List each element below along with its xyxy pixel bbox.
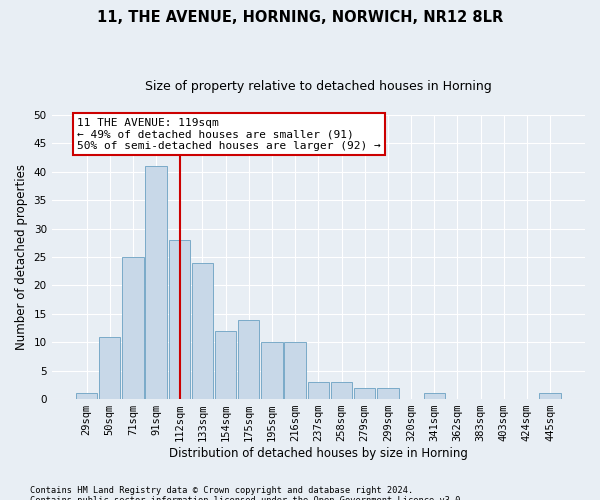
Title: Size of property relative to detached houses in Horning: Size of property relative to detached ho…	[145, 80, 492, 93]
Text: Contains public sector information licensed under the Open Government Licence v3: Contains public sector information licen…	[30, 496, 466, 500]
Bar	[377, 388, 398, 399]
Bar	[331, 382, 352, 399]
Y-axis label: Number of detached properties: Number of detached properties	[15, 164, 28, 350]
Text: Contains HM Land Registry data © Crown copyright and database right 2024.: Contains HM Land Registry data © Crown c…	[30, 486, 413, 495]
Bar	[145, 166, 167, 399]
Bar	[238, 320, 259, 399]
Bar	[262, 342, 283, 399]
Text: 11, THE AVENUE, HORNING, NORWICH, NR12 8LR: 11, THE AVENUE, HORNING, NORWICH, NR12 8…	[97, 10, 503, 25]
Text: 11 THE AVENUE: 119sqm
← 49% of detached houses are smaller (91)
50% of semi-deta: 11 THE AVENUE: 119sqm ← 49% of detached …	[77, 118, 381, 151]
Bar	[308, 382, 329, 399]
Bar	[424, 394, 445, 399]
Bar	[539, 394, 561, 399]
X-axis label: Distribution of detached houses by size in Horning: Distribution of detached houses by size …	[169, 447, 468, 460]
Bar	[284, 342, 306, 399]
Bar	[76, 394, 97, 399]
Bar	[215, 331, 236, 399]
Bar	[122, 257, 143, 399]
Bar	[169, 240, 190, 399]
Bar	[192, 262, 213, 399]
Bar	[354, 388, 376, 399]
Bar	[99, 336, 121, 399]
